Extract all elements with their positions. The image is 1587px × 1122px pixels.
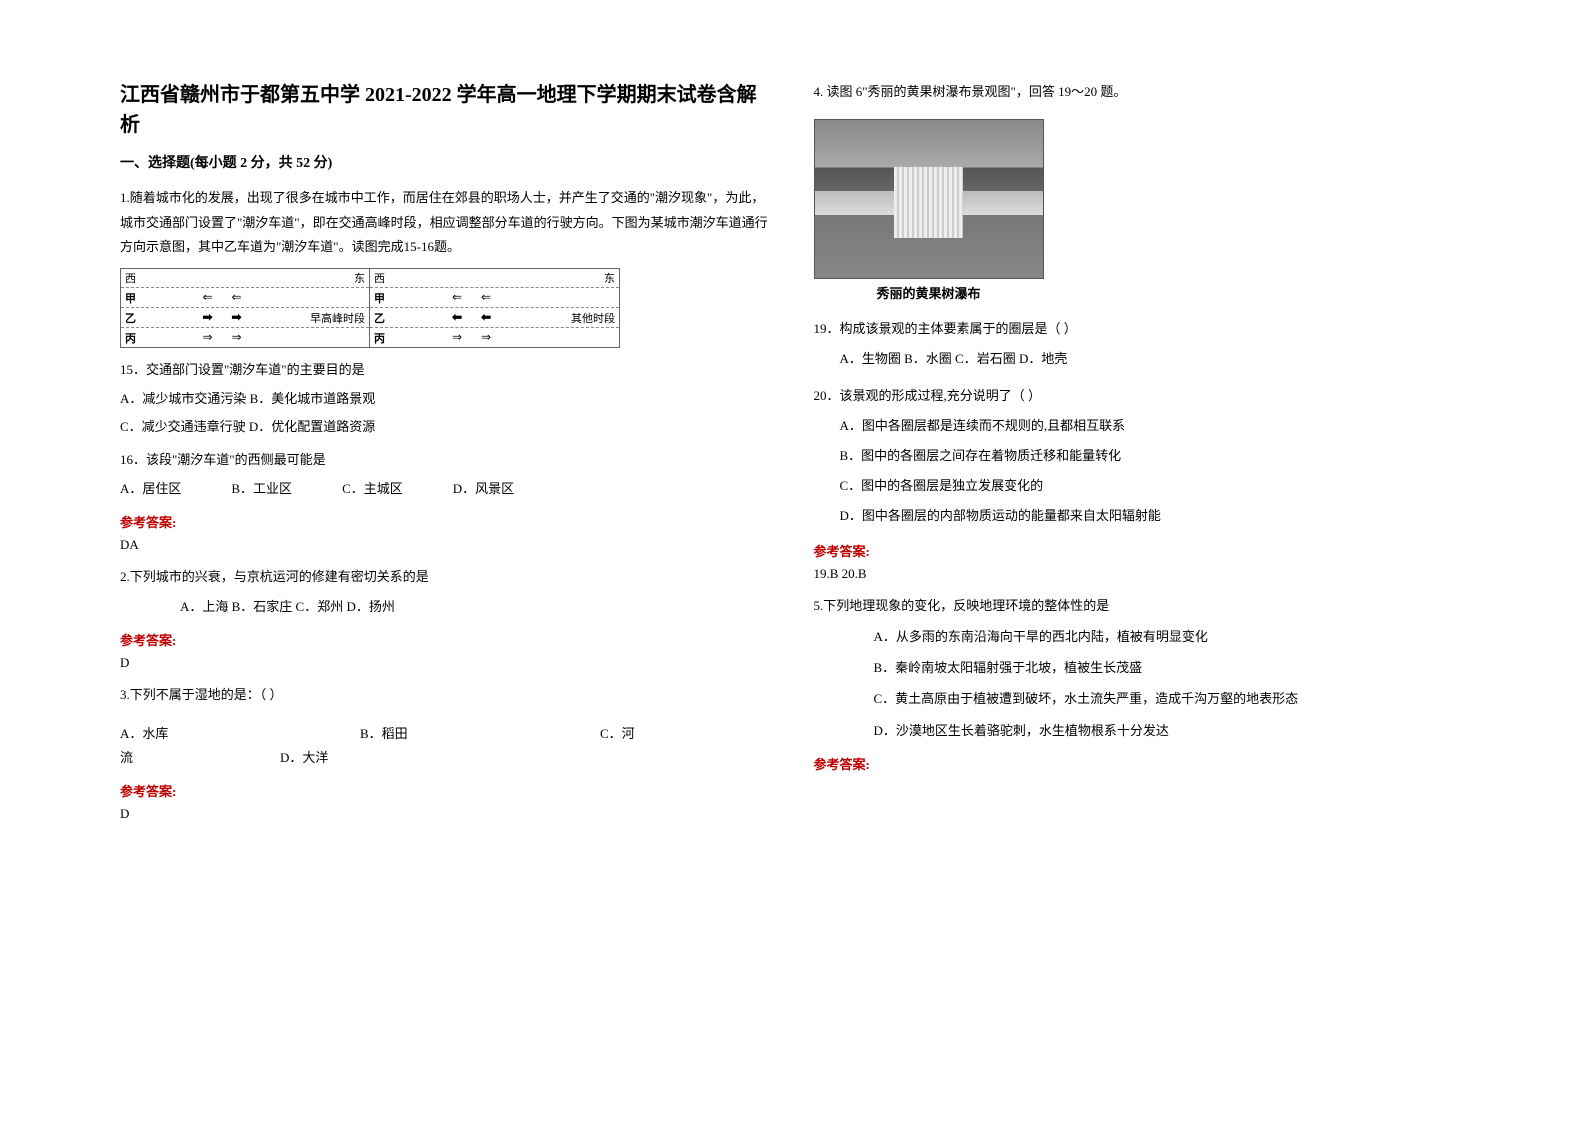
lane-label: 丙 — [125, 330, 143, 346]
q5-opt-c: C．黄土高原由于植被遭到破坏，水土流失严重，造成千沟万壑的地表形态 — [814, 685, 1468, 712]
opt-c: C．主城区 — [342, 477, 403, 502]
q19-opts: A．生物圈 B．水圈 C．岩石圈 D．地壳 — [814, 344, 1468, 374]
waterfall-caption: 秀丽的黄果树瀑布 — [814, 283, 1044, 302]
q3-answer: D — [120, 806, 774, 822]
q5-opt-d: D．沙漠地区生长着骆驼刺，水生植物根系十分发达 — [814, 717, 1468, 744]
lane-row: 乙 ➡ ➡ 早高峰时段 — [121, 307, 369, 327]
opt-b: B．稻田 — [360, 722, 600, 747]
q1-intro: 1.随着城市化的发展，出现了很多在城市中工作，而居住在郊县的职场人士，并产生了交… — [120, 186, 774, 260]
east-label: 东 — [354, 270, 365, 286]
diagram-left-panel: 西 东 甲 ⇐ ⇐ 乙 ➡ ➡ 早高峰时段 丙 ⇒ ⇒ — [121, 269, 370, 347]
q20-opt-a: A．图中各圈层都是连续而不规则的,且都相互联系 — [814, 411, 1468, 441]
left-column: 江西省赣州市于都第五中学 2021-2022 学年高一地理下学期期末试卷含解析 … — [100, 80, 794, 1082]
waterfall-figure: 秀丽的黄果树瀑布 — [814, 119, 1044, 302]
opt-b: B．工业区 — [231, 477, 292, 502]
waterfall-image — [814, 119, 1044, 279]
west-label: 西 — [125, 270, 136, 286]
q1-answer: DA — [120, 537, 774, 553]
q19-text: 19．构成该景观的主体要素属于的圈层是（ ） — [814, 314, 1468, 344]
q5-text: 5.下列地理现象的变化，反映地理环境的整体性的是 — [814, 594, 1468, 619]
diagram-header-left: 西 东 — [121, 269, 369, 287]
east-label: 东 — [604, 270, 615, 286]
q16-text: 16．该段"潮汐车道"的西侧最可能是 — [120, 448, 774, 473]
diagram-right-panel: 西 东 甲 ⇐ ⇐ 乙 ⬅ ⬅ 其他时段 丙 ⇒ ⇒ — [370, 269, 619, 347]
q20-opt-d: D．图中各圈层的内部物质运动的能量都来自太阳辐射能 — [814, 501, 1468, 531]
west-label: 西 — [374, 270, 385, 286]
lane-row: 丙 ⇒ ⇒ — [370, 327, 619, 347]
answer-label: 参考答案: — [120, 512, 774, 531]
opt-d: D．大洋 — [280, 746, 328, 771]
lane-side: 早高峰时段 — [309, 310, 365, 326]
opt-c: C．河 — [600, 722, 635, 747]
section-header: 一、选择题(每小题 2 分，共 52 分) — [120, 152, 774, 172]
q2-text: 2.下列城市的兴衰，与京杭运河的修建有密切关系的是 — [120, 565, 774, 590]
lane-label: 乙 — [374, 310, 392, 326]
lane-label: 丙 — [374, 330, 392, 346]
lane-arrows: ⇒ ⇒ — [143, 330, 309, 345]
diagram-header-right: 西 东 — [370, 269, 619, 287]
q2-opts: A．上海 B．石家庄 C．郑州 D．扬州 — [120, 595, 774, 620]
lane-arrows: ⇐ ⇐ — [392, 290, 559, 305]
lane-arrows: ⇒ ⇒ — [392, 330, 559, 345]
answer-label: 参考答案: — [120, 781, 774, 800]
lane-arrows: ⇐ ⇐ — [143, 290, 309, 305]
traffic-diagram: 西 东 甲 ⇐ ⇐ 乙 ➡ ➡ 早高峰时段 丙 ⇒ ⇒ 西 东 — [120, 268, 620, 348]
q5-opt-b: B．秦岭南坡太阳辐射强于北坡，植被生长茂盛 — [814, 654, 1468, 681]
lane-row: 乙 ⬅ ⬅ 其他时段 — [370, 307, 619, 327]
q15-text: 15．交通部门设置"潮汐车道"的主要目的是 — [120, 358, 774, 383]
answer-label: 参考答案: — [814, 541, 1468, 560]
opt-a: A．水库 — [120, 722, 360, 747]
opt-c-cont: 流 — [120, 746, 280, 771]
q5-opt-a: A．从多雨的东南沿海向干旱的西北内陆，植被有明显变化 — [814, 623, 1468, 650]
lane-label: 甲 — [374, 290, 392, 306]
lane-arrows: ➡ ➡ — [143, 310, 309, 325]
lane-arrows: ⬅ ⬅ — [392, 310, 559, 325]
q2-answer: D — [120, 655, 774, 671]
lane-label: 乙 — [125, 310, 143, 326]
q20-text: 20．该景观的形成过程,充分说明了（ ） — [814, 381, 1468, 411]
q3-opts-row2: 流 D．大洋 — [120, 746, 774, 771]
q3-text: 3.下列不属于湿地的是：（ ） — [120, 683, 774, 708]
lane-row: 甲 ⇐ ⇐ — [370, 287, 619, 307]
lane-side: 其他时段 — [559, 310, 615, 326]
q20-opt-c: C．图中的各圈层是独立发展变化的 — [814, 471, 1468, 501]
opt-a: A．居住区 — [120, 477, 181, 502]
lane-row: 丙 ⇒ ⇒ — [121, 327, 369, 347]
q4-intro: 4. 读图 6"秀丽的黄果树瀑布景观图"，回答 19～20 题。 — [814, 80, 1468, 105]
lane-row: 甲 ⇐ ⇐ — [121, 287, 369, 307]
opt-d: D．风景区 — [453, 477, 514, 502]
q3-opts-row1: A．水库 B．稻田 C．河 — [120, 722, 774, 747]
answer-label: 参考答案: — [814, 754, 1468, 773]
q16-opts: A．居住区 B．工业区 C．主城区 D．风景区 — [120, 477, 774, 502]
right-column: 4. 读图 6"秀丽的黄果树瀑布景观图"，回答 19～20 题。 秀丽的黄果树瀑… — [794, 80, 1488, 1082]
q15-opts-b: C．减少交通违章行驶 D．优化配置道路资源 — [120, 415, 774, 440]
q15-opts-a: A．减少城市交通污染 B．美化城市道路景观 — [120, 387, 774, 412]
answer-label: 参考答案: — [120, 630, 774, 649]
lane-label: 甲 — [125, 290, 143, 306]
q20-opt-b: B．图中的各圈层之间存在着物质迁移和能量转化 — [814, 441, 1468, 471]
exam-title: 江西省赣州市于都第五中学 2021-2022 学年高一地理下学期期末试卷含解析 — [120, 80, 774, 140]
q4-answer: 19.B 20.B — [814, 566, 1468, 582]
